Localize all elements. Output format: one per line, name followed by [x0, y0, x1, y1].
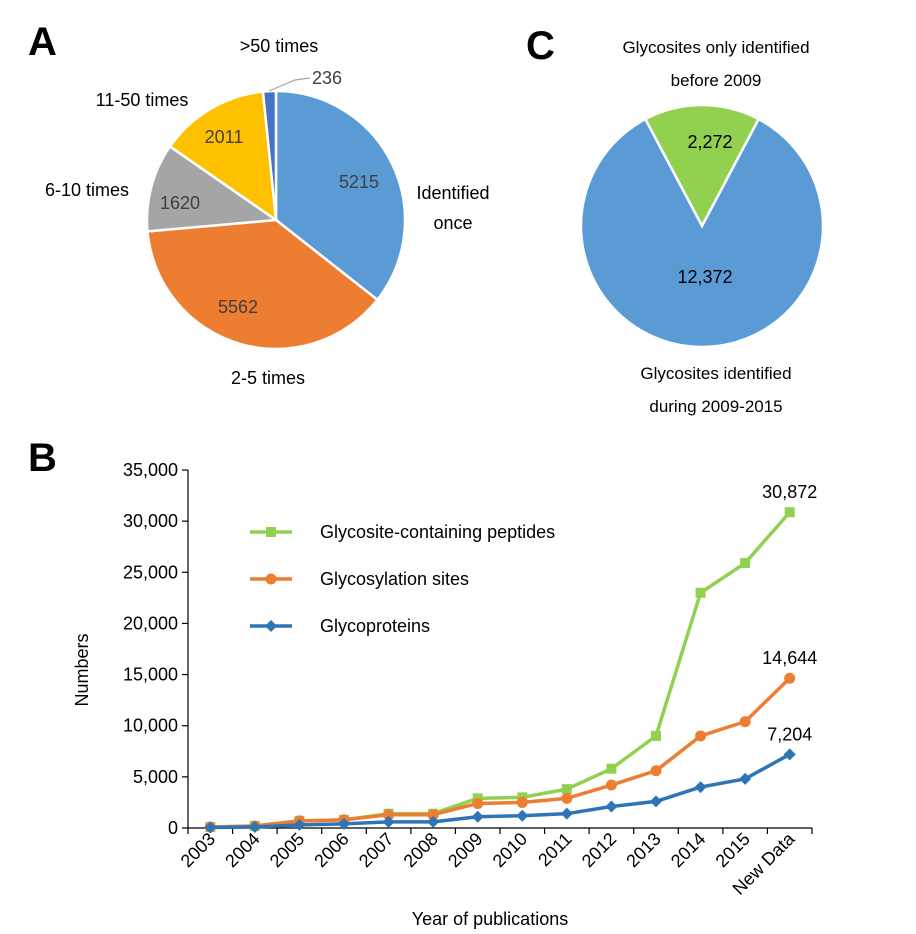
data-point-diamond	[248, 820, 261, 833]
series-line	[210, 511, 792, 829]
data-point-diamond	[265, 620, 277, 632]
pie-a-slice	[168, 90, 278, 223]
x-tick-label: 2007	[355, 829, 397, 871]
data-point-diamond	[293, 818, 306, 831]
legend-label: Glycosylation sites	[320, 569, 469, 589]
series-proteins	[204, 748, 796, 834]
pie-a-leader-line	[268, 77, 311, 92]
pie-c-value-label: 2,272	[687, 132, 732, 152]
pie-a-category-label: Identified	[416, 183, 489, 203]
pie-c-slice	[643, 103, 761, 229]
data-point-diamond	[739, 772, 752, 785]
line-chart-b: 0 5,000 10,000 15,000 20,000 25,000 30,000 35,0…	[72, 460, 817, 929]
data-point-diamond	[338, 817, 350, 830]
y-axis-title: Numbers	[72, 633, 92, 706]
series-end-label: 14,644	[762, 648, 817, 668]
pie-c-category-label: Glycosites only identified	[622, 38, 809, 57]
data-point-square	[651, 730, 661, 741]
data-point-circle	[561, 792, 573, 804]
pie-a-category-label: 2-5 times	[231, 368, 305, 388]
series-sites	[204, 672, 796, 833]
pie-a-slice	[146, 218, 380, 351]
data-point-circle	[739, 716, 751, 728]
data-point-circle	[383, 809, 395, 821]
y-tick-label: 30,000	[123, 511, 178, 531]
panel-label-a: A	[28, 20, 57, 64]
data-point-square	[740, 558, 751, 569]
data-point-diamond	[783, 748, 796, 761]
pie-a-category-label: >50 times	[240, 36, 319, 56]
pie-chart-a: 5215 5562 1620 2011 236 Identified once 2-5 tim…	[45, 36, 490, 388]
legend: Glycosite-containing peptides Glycosylati…	[250, 522, 555, 636]
x-axis-title: Year of publications	[412, 909, 568, 929]
pie-a-slice	[145, 144, 280, 233]
y-tick-label: 35,000	[123, 460, 178, 480]
x-tick-label: 2012	[578, 829, 620, 871]
y-tick-label: 5,000	[133, 767, 178, 787]
pie-a-value-label: 236	[312, 68, 342, 88]
series-line	[210, 752, 791, 830]
y-tick-label: 15,000	[123, 665, 178, 685]
data-point-diamond	[694, 781, 707, 794]
data-point-circle	[516, 796, 528, 808]
legend-label: Glycoproteins	[320, 616, 430, 636]
data-point-diamond	[427, 815, 440, 828]
pie-a-value-label: 1620	[160, 193, 200, 213]
x-tick-label: 2011	[534, 829, 576, 871]
data-point-square	[606, 763, 617, 774]
x-tick-label: 2009	[444, 829, 486, 871]
pie-a-value-label: 2011	[205, 127, 244, 147]
pie-c-category-label: during 2009-2015	[649, 397, 782, 416]
x-tick-label: 2003	[177, 829, 219, 871]
data-point-diamond	[204, 821, 217, 834]
data-point-circle	[650, 765, 662, 777]
data-point-square	[266, 527, 276, 537]
y-tick-label: 25,000	[123, 562, 178, 582]
x-tick-label: 2006	[310, 829, 352, 871]
pie-a-category-label: once	[433, 213, 472, 233]
data-point-square	[695, 587, 706, 598]
data-point-circle	[784, 672, 796, 684]
data-point-diamond	[560, 807, 573, 820]
pie-c-category-label: before 2009	[671, 71, 762, 90]
data-point-circle	[472, 797, 484, 809]
panel-label-b: B	[28, 436, 57, 480]
pie-c-value-label: 12,372	[677, 267, 732, 287]
legend-label: Glycosite-containing peptides	[320, 522, 555, 542]
pie-a-value-label: 5562	[218, 297, 258, 317]
y-tick-label: 20,000	[123, 613, 178, 633]
pie-a-value-label: 5215	[339, 172, 379, 192]
pie-a-category-label: 6-10 times	[45, 180, 129, 200]
data-point-diamond	[382, 815, 395, 828]
data-point-square	[561, 784, 572, 795]
pie-chart-c: 2,272 12,372 Glycosites only identified bef…	[579, 38, 825, 416]
pie-a-category-label: 11-50 times	[96, 90, 189, 110]
series-end-label: 7,204	[767, 724, 812, 744]
x-tick-label: 2013	[622, 829, 664, 871]
series-end-label: 30,872	[762, 482, 817, 502]
data-point-circle	[427, 809, 439, 821]
pie-c-category-label: Glycosites identified	[640, 364, 791, 383]
x-tick-label: 2005	[266, 829, 308, 871]
data-point-diamond	[650, 795, 662, 808]
data-point-circle	[695, 730, 707, 742]
panel-label-c: C	[526, 24, 555, 68]
data-point-diamond	[605, 800, 618, 813]
x-tick-label: 2008	[400, 829, 442, 871]
data-point-circle	[605, 779, 617, 791]
x-tick-label: 2004	[221, 829, 263, 871]
series-peptides	[205, 507, 795, 832]
data-point-square	[784, 507, 795, 518]
pie-a-slice	[274, 89, 407, 302]
x-tick-label: 2014	[667, 829, 709, 871]
pie-c-slice	[579, 117, 825, 349]
data-point-diamond	[471, 810, 484, 823]
y-tick-label: 10,000	[123, 716, 178, 736]
data-point-circle	[265, 573, 277, 585]
data-point-diamond	[516, 809, 529, 822]
y-tick-label: 0	[168, 818, 178, 838]
series-line	[210, 676, 791, 829]
x-tick-label: 2010	[489, 829, 531, 871]
